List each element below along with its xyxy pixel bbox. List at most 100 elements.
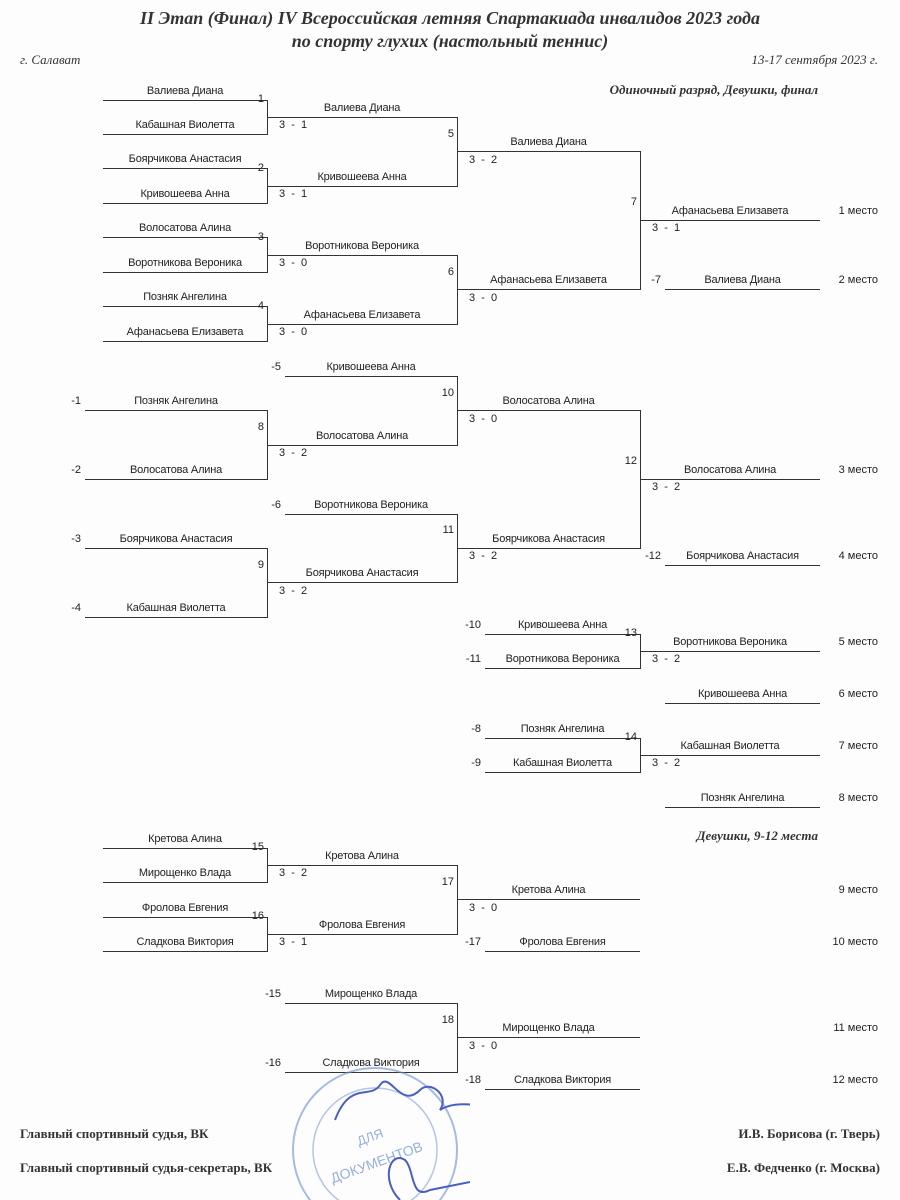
match-score: 3 - 1 xyxy=(279,119,308,131)
match-number: 18 xyxy=(441,1013,454,1026)
player-name: Сладкова Виктория xyxy=(513,1074,612,1086)
player-name: Афанасьева Елизавета xyxy=(126,326,244,338)
loser-from-match: -10 xyxy=(465,619,481,631)
match-score: 3 - 2 xyxy=(279,867,308,879)
loser-from-match: -17 xyxy=(465,936,481,948)
match-number: 7 xyxy=(630,196,637,208)
loser-from-match: -3 xyxy=(71,533,81,545)
player-name: Волосатова Алина xyxy=(315,430,409,442)
bracket-line xyxy=(640,651,820,653)
player-name: Кривошеева Анна xyxy=(140,188,230,200)
loser-from-match: -8 xyxy=(471,723,481,735)
player-name: Кривошеева Анна xyxy=(517,619,608,631)
loser-from-match: -6 xyxy=(271,499,281,511)
player-name: Валиева Диана xyxy=(704,274,781,286)
bracket-connector xyxy=(267,100,269,135)
player-name: Фролова Евгения xyxy=(519,936,606,948)
player-name: Боярчикова Анастасия xyxy=(119,533,233,545)
bracket-line xyxy=(457,548,640,550)
bracket-line xyxy=(267,445,457,447)
bracket-line xyxy=(103,341,267,343)
bracket-line xyxy=(485,951,640,953)
bracket-line xyxy=(103,134,267,136)
player-name: Боярчикова Анастасия xyxy=(305,567,419,579)
svg-text:ДЛЯ: ДЛЯ xyxy=(355,1125,385,1148)
chief-judge-label: Главный спортивный судья, ВК xyxy=(20,1126,209,1141)
place-label: 8 место xyxy=(838,792,878,804)
place-label: 10 место xyxy=(832,936,878,948)
player-name: Валиева Диана xyxy=(323,102,401,114)
match-number: 6 xyxy=(447,265,454,278)
bracket-line xyxy=(103,100,267,102)
player-name: Мирощенко Влада xyxy=(324,988,418,1000)
match-number: 1 xyxy=(257,93,264,105)
bracket-line xyxy=(285,1003,457,1005)
match-number: 10 xyxy=(441,386,454,399)
player-name: Боярчикова Анастасия xyxy=(128,153,242,165)
place-label: 5 место xyxy=(838,636,878,648)
player-name: Позняк Ангелина xyxy=(520,723,605,735)
loser-from-match: -9 xyxy=(471,757,481,769)
bracket-connector xyxy=(457,865,459,935)
loser-from-match: -12 xyxy=(645,550,661,562)
match-score: 3 - 0 xyxy=(469,412,498,425)
player-name: Валиева Диана xyxy=(510,136,587,148)
bracket-connector xyxy=(457,376,459,446)
player-name: Кретова Алина xyxy=(325,850,399,862)
player-name: Кретова Алина xyxy=(511,884,586,896)
match-number: 2 xyxy=(257,161,264,174)
bracket-connector xyxy=(267,168,269,204)
bracket-connector xyxy=(457,1003,459,1073)
bracket-line xyxy=(103,237,267,239)
match-number: 3 xyxy=(257,230,264,243)
match-score: 3 - 1 xyxy=(652,222,681,234)
bracket-line xyxy=(665,807,820,809)
bracket-line xyxy=(103,168,267,170)
bracket-line xyxy=(485,772,640,774)
player-name: Воротникова Вероника xyxy=(314,499,428,511)
match-number: 5 xyxy=(447,127,454,140)
player-name: Кабашная Виолетта xyxy=(126,602,226,614)
player-name: Фролова Евгения xyxy=(318,919,406,931)
bracket-line xyxy=(85,548,267,550)
place-label: 4 место xyxy=(838,550,878,562)
bracket-connector xyxy=(640,738,642,773)
bracket-line xyxy=(267,865,457,867)
bracket-line xyxy=(485,1089,640,1091)
match-score: 3 - 2 xyxy=(469,153,498,166)
bracket-line xyxy=(267,324,457,326)
place-label: 12 место xyxy=(832,1074,878,1086)
player-name: Мирощенко Влада xyxy=(138,867,232,879)
player-name: Кривошеева Анна xyxy=(697,688,788,700)
player-name: Фролова Евгения xyxy=(141,902,229,914)
player-name: Позняк Ангелина xyxy=(700,792,785,804)
match-number: 11 xyxy=(442,524,454,536)
bracket-line xyxy=(103,306,267,308)
match-number: 13 xyxy=(624,627,637,639)
bracket-line xyxy=(103,951,267,953)
match-score: 3 - 0 xyxy=(469,291,498,304)
player-name: Воротникова Вероника xyxy=(305,240,419,252)
bracket-line xyxy=(640,220,820,222)
bracket-connector xyxy=(640,634,642,669)
loser-from-match: -5 xyxy=(271,361,281,373)
match-number: 15 xyxy=(251,841,264,853)
loser-from-match: -4 xyxy=(71,602,81,614)
player-name: Волосатова Алина xyxy=(683,464,777,476)
bracket-line xyxy=(640,479,820,481)
place-label: 2 место xyxy=(838,274,878,286)
bracket-line xyxy=(103,882,267,884)
bracket-connector xyxy=(267,306,269,342)
bracket-line xyxy=(285,376,457,378)
match-number: 16 xyxy=(251,910,264,922)
loser-from-match: -2 xyxy=(71,464,81,476)
stamp: ДЛЯ ДОКУМЕНТОВ xyxy=(292,1067,470,1200)
match-score: 3 - 0 xyxy=(279,325,308,338)
player-name: Валиева Диана xyxy=(146,85,224,97)
player-name: Воротникова Вероника xyxy=(128,257,242,269)
match-number: 12 xyxy=(624,455,637,467)
section-heading-9-12: Девушки, 9-12 места xyxy=(696,828,818,843)
bracket-line xyxy=(103,272,267,274)
bracket-line xyxy=(485,738,640,740)
